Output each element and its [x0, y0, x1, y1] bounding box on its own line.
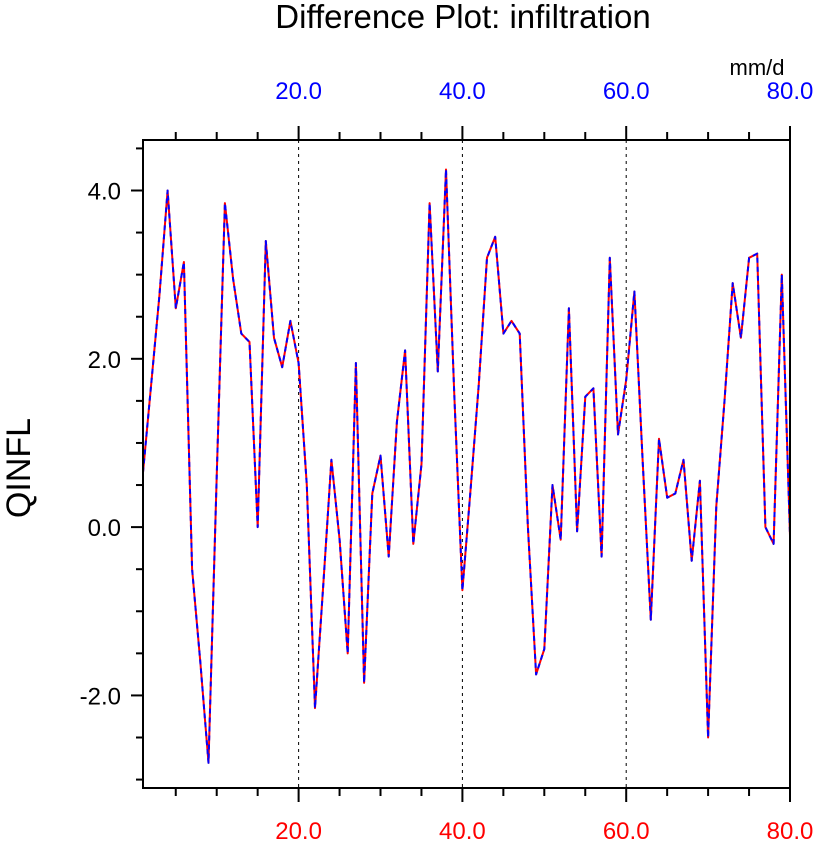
tick-labels: 20.0 20.0 40.0 40.0 60.0 60.0 80.0 80.0 -2.0 0.0 2… [80, 78, 814, 845]
series-line-2 [142, 168, 791, 764]
y-tick-label: 2.0 [88, 347, 121, 374]
y-tick-label: 4.0 [88, 178, 121, 205]
grid-lines [298, 140, 627, 788]
x-tick-label-top: 40.0 [439, 78, 486, 105]
series-line-1 [142, 168, 791, 764]
axis-ticks [131, 126, 791, 802]
y-tick-label: -2.0 [80, 683, 121, 710]
x-tick-label-top: 60.0 [603, 78, 650, 105]
y-tick-label: 0.0 [88, 515, 121, 542]
x-tick-label-top: 80.0 [767, 78, 814, 105]
x-tick-label-bottom: 40.0 [439, 818, 486, 845]
units-label: mm/d [730, 55, 785, 80]
plot-frame [142, 139, 791, 789]
x-tick-label-bottom: 80.0 [767, 818, 814, 845]
y-axis-label: QINFL [0, 418, 38, 518]
series-layer [142, 168, 791, 764]
x-tick-label-bottom: 60.0 [603, 818, 650, 845]
chart-title: Difference Plot: infiltration [275, 0, 650, 35]
x-tick-label-top: 20.0 [275, 78, 322, 105]
x-tick-label-bottom: 20.0 [275, 818, 322, 845]
